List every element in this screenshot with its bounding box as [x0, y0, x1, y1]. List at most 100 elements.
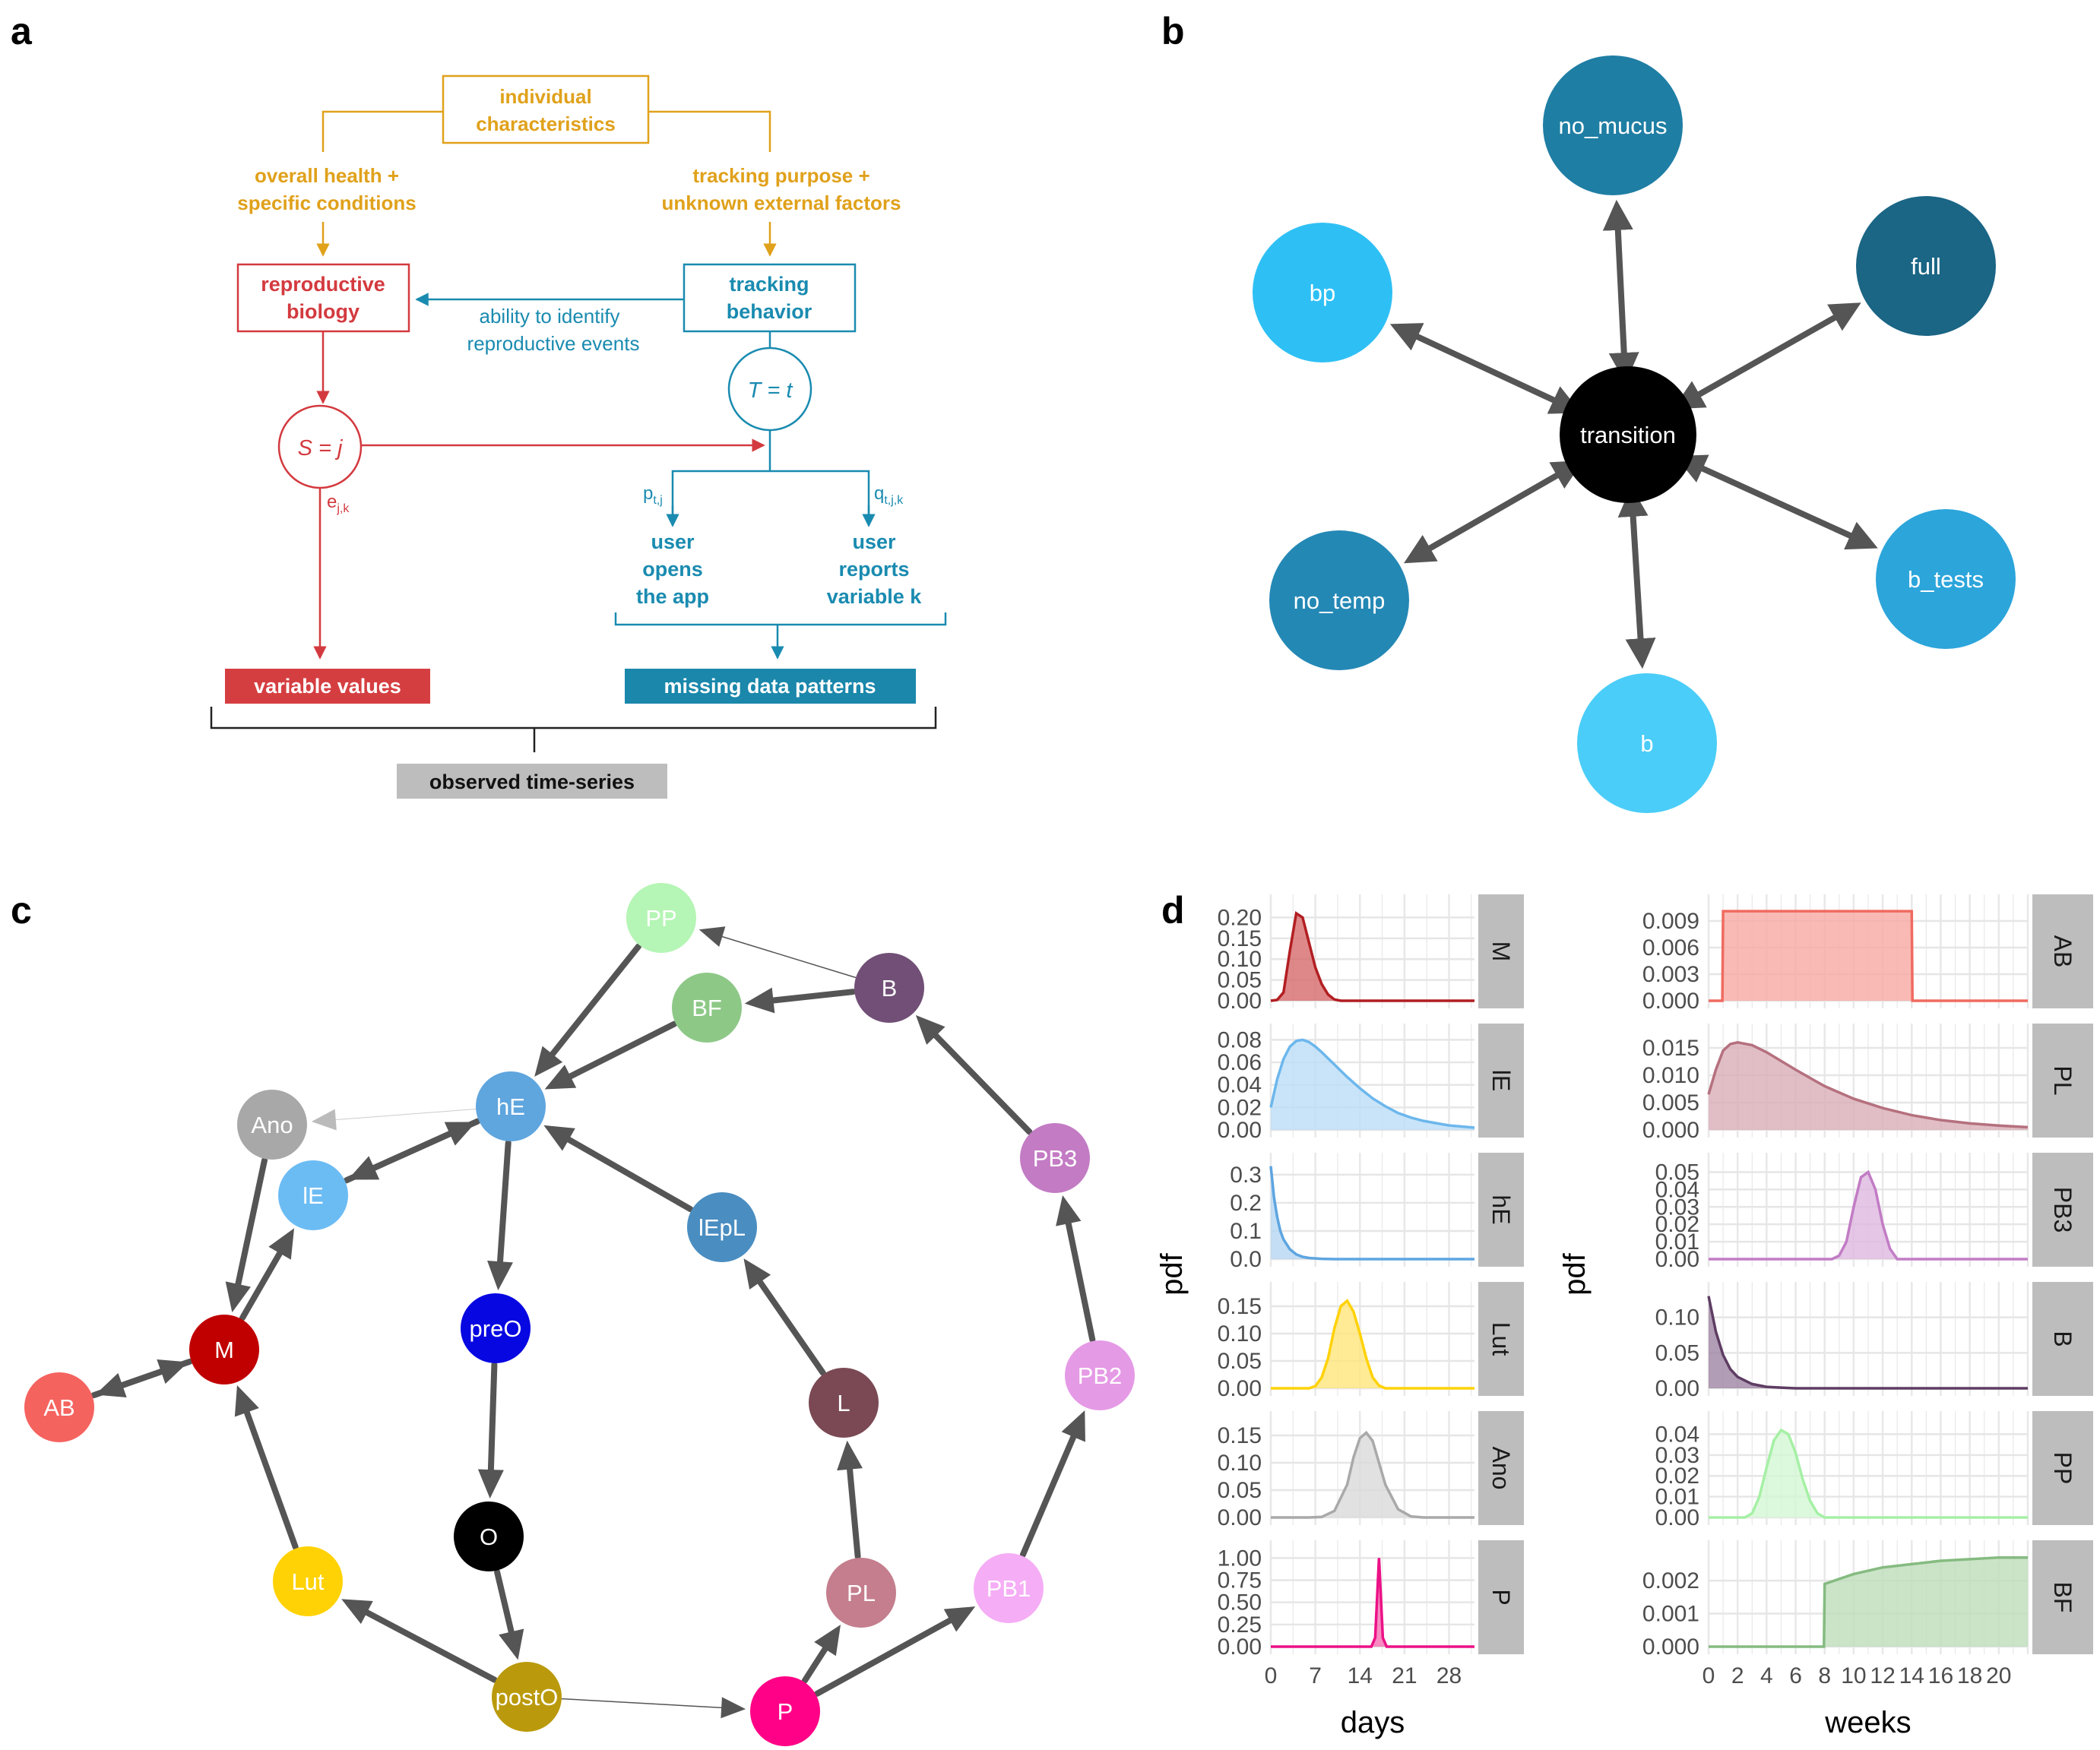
edge-head-M-AB [95, 1372, 127, 1397]
edge-PL-L [846, 1460, 861, 1560]
edge-BF-hE [562, 1021, 678, 1083]
observed-label: observed time-series [429, 771, 635, 793]
node-b [1577, 673, 1717, 813]
individual-label: individual [499, 85, 591, 108]
e-sub: j,k [336, 502, 350, 515]
line-lE [1269, 1038, 1475, 1129]
variable-values-box [225, 669, 430, 704]
observed-box [397, 764, 667, 799]
edge-head-PB2-PB3 [1056, 1195, 1082, 1226]
tracking-purpose-label-2: unknown external factors [662, 191, 901, 214]
facet-Lut: 0.150.100.050.00 Lut [1218, 1282, 1524, 1401]
x-tick-label: 6 [1789, 1663, 1802, 1688]
node-label-no_mucus: no_mucus [1558, 112, 1667, 139]
orange-branch-left [321, 110, 443, 152]
opens-label-2: opens [642, 558, 703, 581]
node-PB2 [1065, 1340, 1135, 1410]
node-transition [1560, 366, 1696, 503]
y-tick-label: 0.00 [1218, 989, 1262, 1014]
y-tick-label: 0.25 [1218, 1612, 1262, 1638]
strip-label-BF: BF [2049, 1582, 2076, 1613]
node-label-Lut: Lut [291, 1568, 324, 1595]
node-label-Ano: Ano [251, 1112, 293, 1138]
node-label-preO: preO [470, 1315, 522, 1342]
y-tick-label: 0.03 [1655, 1443, 1699, 1468]
node-label-full: full [1911, 253, 1941, 280]
y-tick-label: 0.10 [1218, 1451, 1262, 1476]
black-bracket [210, 707, 937, 729]
y-tick-label: 0.001 [1642, 1602, 1699, 1627]
strip-PB3 [2032, 1153, 2093, 1267]
edge-M-AB [113, 1358, 193, 1391]
strip-AB [2032, 894, 2093, 1008]
edge-head-M-lE [268, 1228, 295, 1260]
node-Lut [273, 1546, 343, 1616]
edge-head-postO-Lut [341, 1599, 373, 1625]
node-label-transition: transition [1580, 422, 1676, 448]
x-axis-title: days [1341, 1706, 1405, 1739]
x-tick-label: 2 [1731, 1663, 1744, 1688]
edge-lEpL-hE [560, 1133, 694, 1213]
strip-M [1478, 894, 1524, 1008]
strip-label-lE: lE [1487, 1070, 1515, 1091]
edge-head-PB3-B [915, 1014, 945, 1045]
strip-label-Ano: Ano [1487, 1447, 1515, 1490]
facet-BF: 0.002 0.001 0.000 BF [1642, 1540, 2093, 1660]
node-label-PB2: PB2 [1078, 1362, 1123, 1389]
y-tick-label: 0.02 [1655, 1212, 1699, 1237]
strip-PL [2032, 1024, 2093, 1138]
area-M [1271, 913, 1474, 1001]
y-axis-title: pdf [1558, 1252, 1592, 1295]
blue-bracket [614, 612, 947, 626]
strip-label-Lut: Lut [1487, 1322, 1515, 1356]
y-tick-label: 0.0 [1230, 1247, 1262, 1272]
panel-d-label: d [1161, 889, 1185, 932]
y-tick-label: 0.3 [1230, 1163, 1262, 1188]
line-B [1707, 1296, 2028, 1390]
line-P [1271, 1558, 1474, 1648]
node-preO [461, 1293, 531, 1363]
node-P [750, 1676, 820, 1746]
tracking-behavior-label: tracking [729, 273, 809, 296]
e-label: ej,k [327, 492, 350, 515]
edge-transition-b [1617, 486, 1656, 669]
edge-head-Ano-M [225, 1281, 251, 1313]
orange-branch-right [648, 110, 771, 152]
tracking-behavior-box [683, 263, 857, 333]
edge-head-lE-hE [444, 1122, 477, 1146]
node-O [454, 1502, 524, 1571]
edge-transition-no_mucus [1602, 199, 1639, 384]
edge-PP-hE [545, 943, 642, 1062]
y-tick-label: 0.1 [1230, 1219, 1262, 1244]
chart-weeks: 0.0090.0060.0030.000AB0.0150.0100.0050.0… [1558, 894, 2093, 1739]
q-label: qt,j,k [874, 483, 904, 507]
s-circle-label: S = j [298, 436, 344, 460]
y-tick-label: 0.010 [1642, 1063, 1699, 1088]
edge-B-PP [717, 935, 857, 979]
node-M [189, 1315, 259, 1384]
y-tick-label: 0.05 [1655, 1160, 1699, 1185]
y-tick-label: 0.01 [1655, 1229, 1699, 1255]
strip-PP [2032, 1411, 2093, 1525]
y-tick-label: 0.00 [1655, 1247, 1699, 1272]
node-PB1 [974, 1553, 1044, 1623]
area-hE [1271, 1166, 1474, 1259]
tracking-behavior-label-2: behavior [727, 300, 812, 323]
edge-P-PL [801, 1641, 831, 1684]
x-tick-label: 14 [1899, 1663, 1924, 1688]
node-AB [24, 1372, 94, 1442]
q-sub: t,j,k [884, 494, 904, 507]
edge-hE-Ano [331, 1109, 477, 1121]
y-tick-label: 0.02 [1218, 1095, 1262, 1120]
node-bp [1253, 223, 1392, 362]
y-tick-label: 0.003 [1642, 962, 1699, 987]
health-label: overall health + [255, 164, 399, 187]
node-label-AB: AB [43, 1394, 74, 1421]
x-tick-label: 0 [1702, 1663, 1715, 1688]
edge-head-B-BF [744, 987, 775, 1014]
y-tick-label: 0.04 [1655, 1177, 1699, 1202]
y-tick-label: 0.50 [1218, 1590, 1262, 1616]
node-no_mucus [1543, 55, 1683, 195]
